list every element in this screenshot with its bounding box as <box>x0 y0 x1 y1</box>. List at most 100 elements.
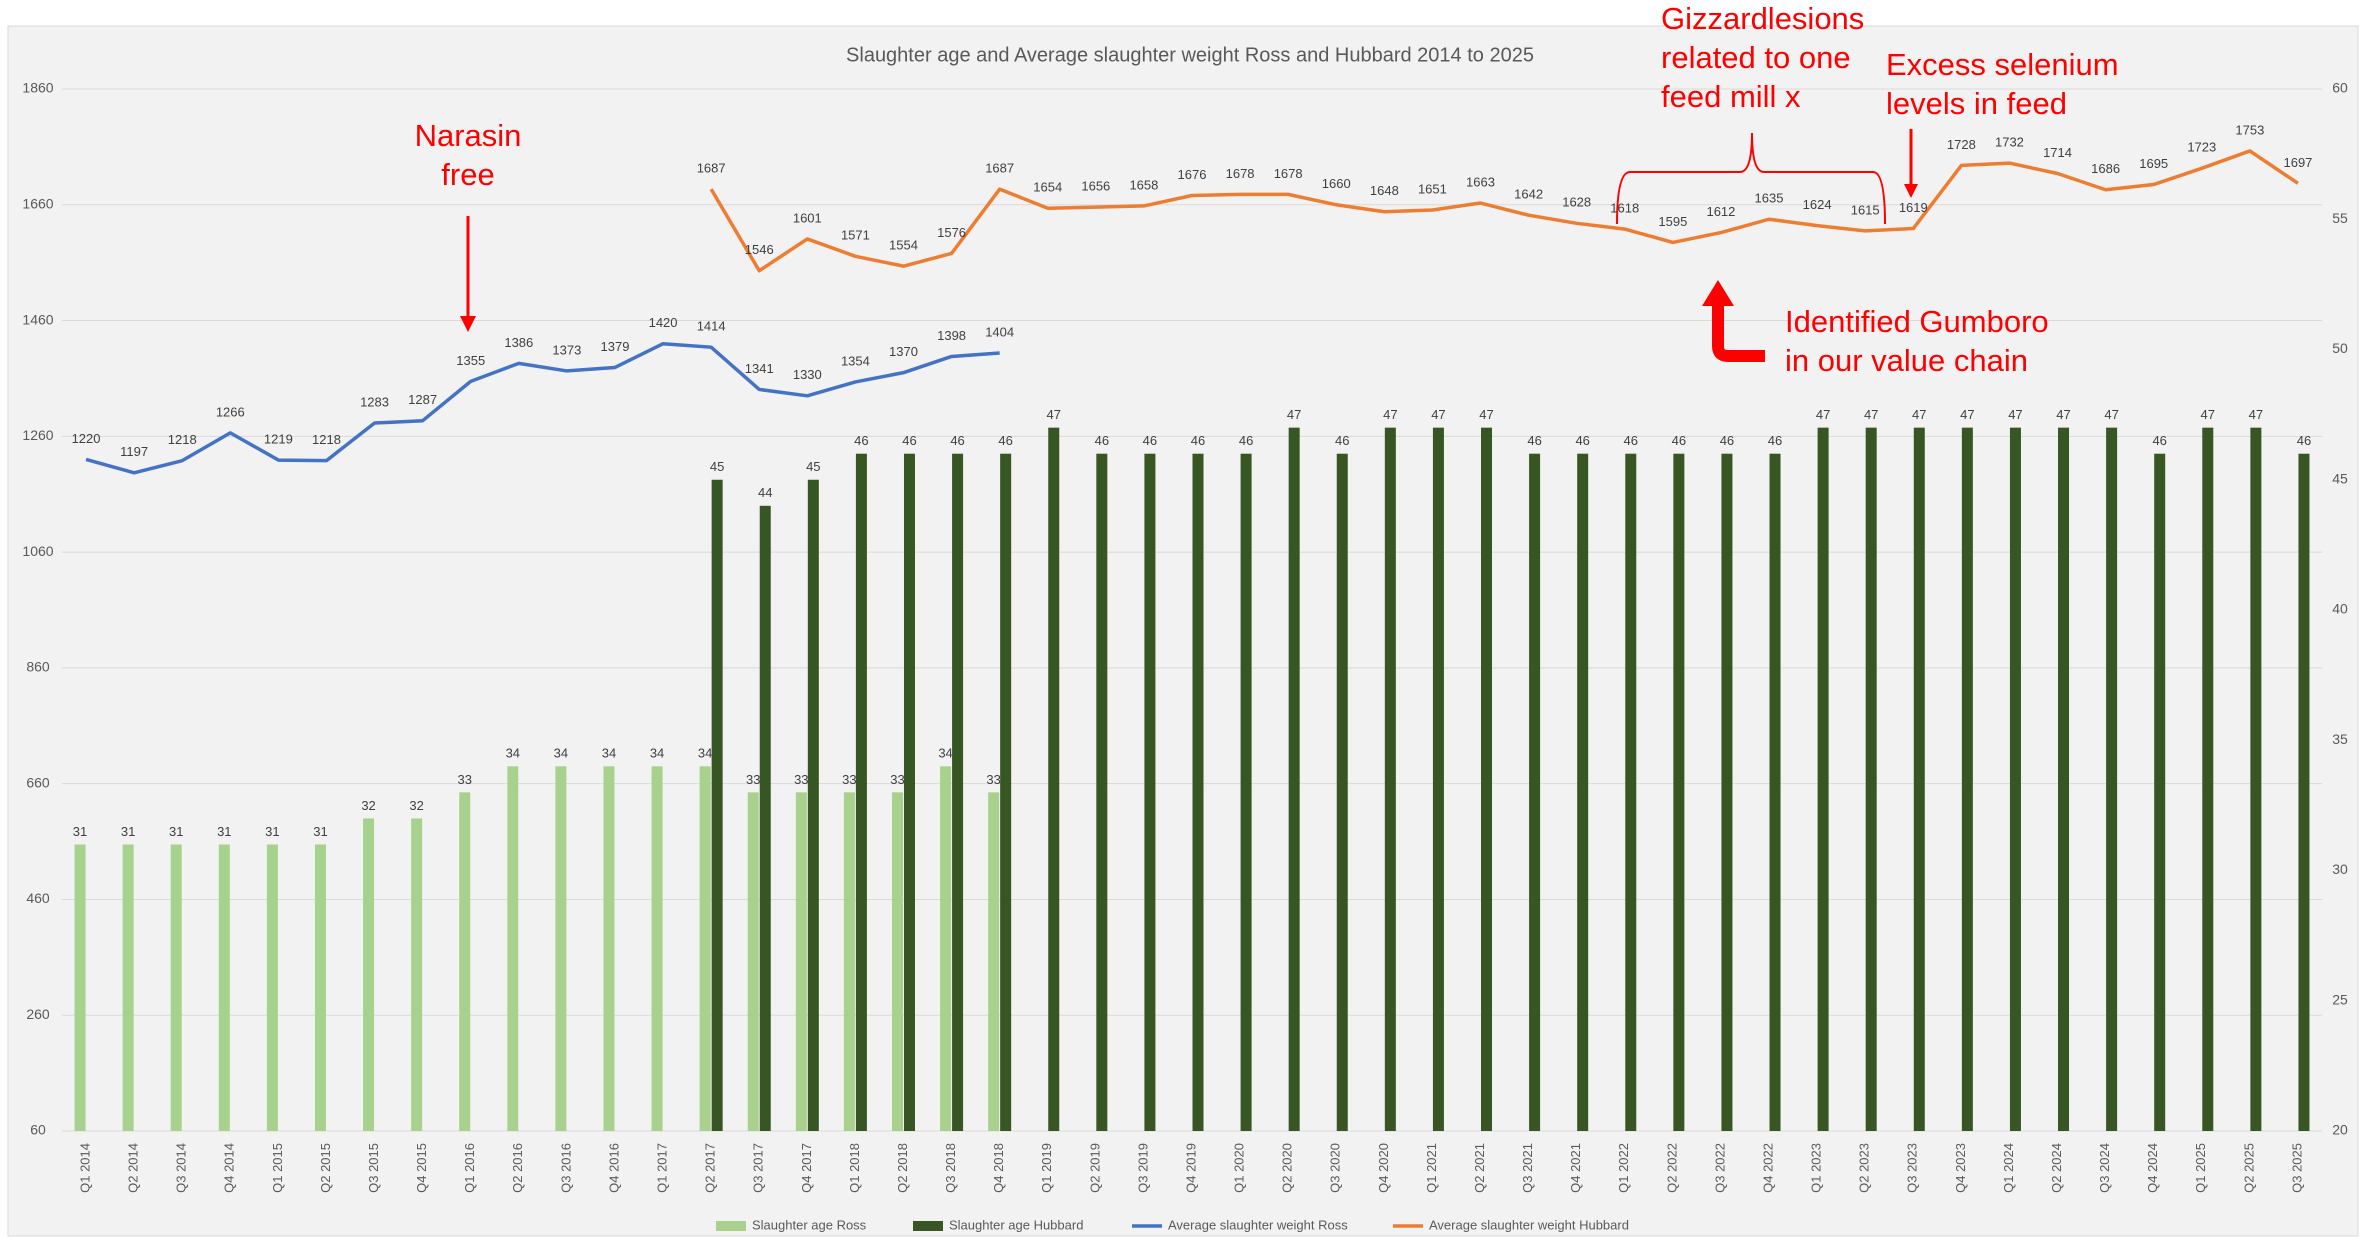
x-tick-label: Q3 2018 <box>943 1143 958 1193</box>
bar <box>1961 427 1973 1131</box>
y2-tick-label: 45 <box>2332 470 2348 486</box>
bar <box>1192 453 1204 1131</box>
data-label: 1386 <box>504 335 533 350</box>
data-label: 46 <box>902 433 916 448</box>
annotation-text: levels in feed <box>1886 86 2067 121</box>
data-label: 34 <box>938 746 952 761</box>
bar <box>1096 453 1108 1131</box>
data-label: 34 <box>506 746 520 761</box>
data-label: 1656 <box>1081 179 1110 194</box>
data-label: 46 <box>1191 433 1205 448</box>
data-label: 1330 <box>793 367 822 382</box>
line <box>709 149 2299 273</box>
data-label: 34 <box>698 746 712 761</box>
data-label: 47 <box>2008 407 2022 422</box>
x-tick-label: Q3 2014 <box>174 1143 189 1193</box>
data-label: 31 <box>121 824 135 839</box>
data-label: 1697 <box>2283 155 2312 170</box>
data-label: 1648 <box>1370 183 1399 198</box>
x-tick-label: Q2 2016 <box>510 1143 525 1193</box>
bar <box>711 479 723 1131</box>
bar <box>1336 453 1348 1131</box>
x-tick-label: Q3 2016 <box>558 1143 573 1193</box>
bar <box>507 766 519 1131</box>
y-tick-label: 460 <box>26 890 50 906</box>
data-label: 1601 <box>793 210 822 225</box>
bar <box>1769 453 1781 1131</box>
data-label: 46 <box>1239 433 1253 448</box>
y2-tick-label: 25 <box>2332 991 2348 1007</box>
data-label: 1663 <box>1466 174 1495 189</box>
data-label: 1404 <box>985 324 1014 339</box>
bar <box>2202 427 2214 1131</box>
data-label: 46 <box>998 433 1012 448</box>
data-label: 1660 <box>1322 176 1351 191</box>
x-tick-label: Q1 2024 <box>2001 1143 2016 1193</box>
annotation-arrow <box>1712 302 1765 362</box>
x-tick-label: Q3 2025 <box>2289 1143 2304 1193</box>
data-label: 1615 <box>1851 202 1880 217</box>
x-tick-label: Q3 2022 <box>1712 1143 1727 1193</box>
data-label: 1686 <box>2091 161 2120 176</box>
data-label: 46 <box>1095 433 1109 448</box>
x-tick-label: Q1 2015 <box>270 1143 285 1193</box>
bar <box>1000 453 1012 1131</box>
bar <box>699 766 711 1131</box>
y2-tick-label: 30 <box>2332 861 2348 877</box>
data-label: 1612 <box>1706 204 1735 219</box>
bar <box>2250 427 2262 1131</box>
annotation-text: Excess selenium <box>1886 47 2119 82</box>
x-tick-label: Q4 2024 <box>2145 1143 2160 1193</box>
x-tick-label: Q3 2015 <box>366 1143 381 1193</box>
bar <box>1288 427 1300 1131</box>
x-tick-label: Q1 2025 <box>2193 1143 2208 1193</box>
x-tick-label: Q1 2022 <box>1616 1143 1631 1193</box>
bar <box>2058 427 2070 1131</box>
data-label: 31 <box>73 824 87 839</box>
x-tick-label: Q1 2016 <box>462 1143 477 1193</box>
x-tick-label: Q4 2022 <box>1760 1143 1775 1193</box>
y2-tick-label: 20 <box>2332 1122 2348 1138</box>
x-tick-label: Q3 2017 <box>751 1143 766 1193</box>
annotation-text: related to one <box>1661 40 1851 75</box>
y-tick-label: 60 <box>30 1122 46 1138</box>
data-label: 1341 <box>745 361 774 376</box>
y-tick-label: 1060 <box>22 543 53 559</box>
data-label: 47 <box>2104 407 2118 422</box>
x-tick-label: Q4 2020 <box>1376 1143 1391 1193</box>
bar <box>170 844 182 1131</box>
data-label: 1695 <box>2139 156 2168 171</box>
x-tick-label: Q4 2017 <box>799 1143 814 1193</box>
data-label: 31 <box>169 824 183 839</box>
data-label: 31 <box>313 824 327 839</box>
annotations: Narasin free Gizzardlesions related to one f… <box>415 1 2119 378</box>
x-tick-label: Q1 2021 <box>1424 1143 1439 1193</box>
data-label: 47 <box>1431 407 1445 422</box>
annotation-arrowhead <box>460 316 476 332</box>
bar <box>1577 453 1589 1131</box>
data-label: 47 <box>2201 407 2215 422</box>
y2-tick-label: 55 <box>2332 210 2348 226</box>
data-label: 1687 <box>697 161 726 176</box>
data-label: 32 <box>409 798 423 813</box>
bar <box>1817 427 1829 1131</box>
data-label: 1753 <box>2235 122 2264 137</box>
data-label: 1728 <box>1947 137 1976 152</box>
data-label: 1373 <box>552 342 581 357</box>
data-label: 47 <box>2056 407 2070 422</box>
data-label: 1624 <box>1803 197 1832 212</box>
x-tick-label: Q3 2021 <box>1520 1143 1535 1193</box>
data-label: 1618 <box>1610 201 1639 216</box>
data-label: 32 <box>361 798 375 813</box>
data-label: 33 <box>457 772 471 787</box>
x-tick-label: Q2 2017 <box>703 1143 718 1193</box>
data-label: 31 <box>217 824 231 839</box>
bar <box>940 766 952 1131</box>
bar <box>2009 427 2021 1131</box>
annotation-text: feed mill x <box>1661 79 1801 114</box>
data-label: 31 <box>265 824 279 839</box>
data-label: 1676 <box>1178 167 1207 182</box>
data-label: 45 <box>806 459 820 474</box>
bar <box>807 479 819 1131</box>
data-label: 1723 <box>2187 140 2216 155</box>
